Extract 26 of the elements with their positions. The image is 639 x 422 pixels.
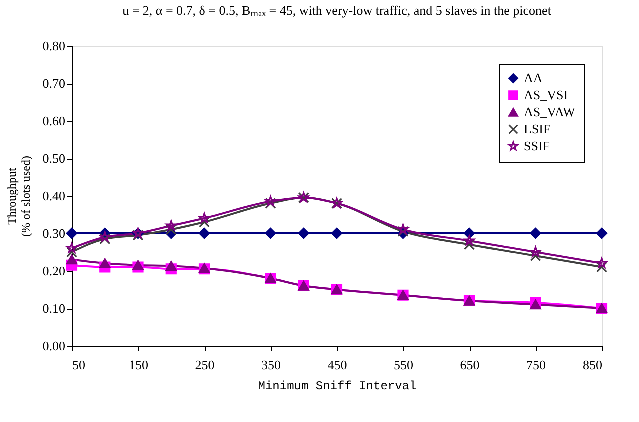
- x-tick-label: 550: [394, 358, 414, 372]
- y-tick-label: 0.10: [42, 301, 66, 316]
- y-tick-label: 0.40: [42, 188, 66, 204]
- y-tick-label: 0.50: [42, 151, 66, 166]
- x-axis-title: Minimum Sniff Interval: [258, 380, 417, 394]
- x-tick-label: 50: [72, 358, 86, 372]
- x-tick-label: 250: [195, 358, 215, 372]
- x-tick-label: 650: [460, 358, 480, 372]
- y-tick-label: 0.80: [42, 38, 66, 54]
- legend-label: AS_VSI: [524, 88, 568, 102]
- x-tick-label: 150: [129, 358, 148, 372]
- y-tick-label: 0.20: [42, 264, 66, 278]
- legend-label: SSIF: [524, 138, 550, 154]
- x-tick-label: 350: [262, 358, 281, 372]
- chart-title: u = 2, α = 0.7, δ = 0.5, Bₘₐₓ = 45, with very-low traffic, and 5 slaves in the piconet: [122, 3, 552, 18]
- x-tick-label: 750: [526, 358, 546, 372]
- x-tick-label: 850: [583, 358, 602, 372]
- legend-label: LSIF: [524, 122, 551, 136]
- y-tick-label: 0.30: [42, 226, 66, 241]
- y-tick-label: 0.60: [42, 114, 66, 128]
- legend-label: AS_VAW: [524, 104, 576, 120]
- x-tick-label: 450: [328, 358, 348, 372]
- legend-label: AA: [524, 70, 544, 86]
- y-tick-label: 0.00: [42, 338, 66, 354]
- y-axis-title: Throughput (% of slots used): [4, 156, 33, 237]
- y-tick-label: 0.70: [42, 76, 66, 91]
